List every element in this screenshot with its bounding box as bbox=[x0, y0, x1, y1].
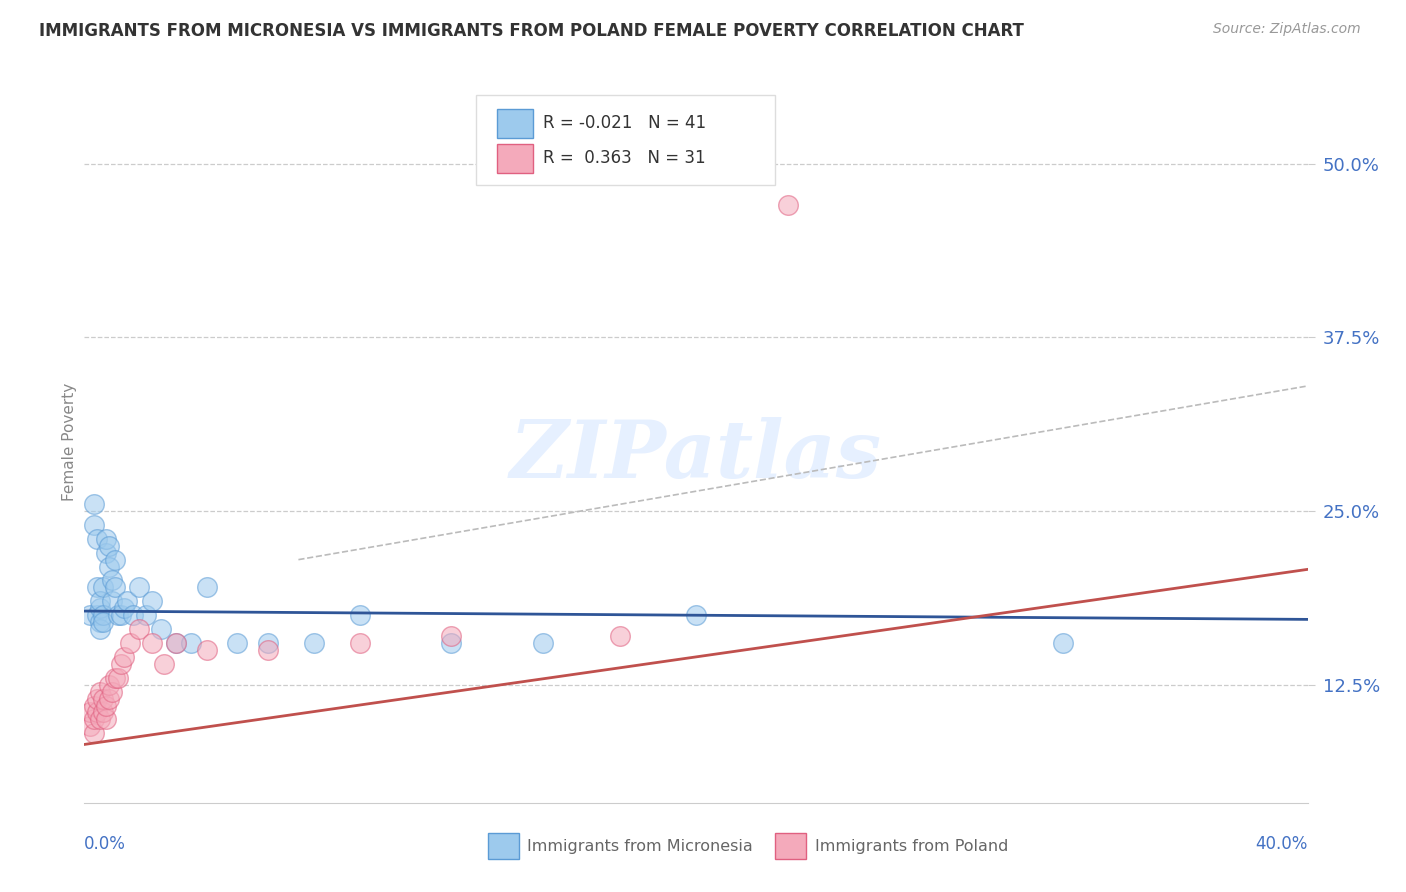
Point bbox=[128, 581, 150, 595]
FancyBboxPatch shape bbox=[776, 833, 806, 859]
Point bbox=[120, 636, 142, 650]
Point bbox=[104, 671, 127, 685]
Point bbox=[86, 608, 108, 623]
Point bbox=[94, 546, 117, 560]
Point bbox=[89, 684, 111, 698]
Point bbox=[141, 594, 163, 608]
Point bbox=[180, 636, 202, 650]
Point bbox=[107, 608, 129, 623]
Point bbox=[609, 629, 631, 643]
Point bbox=[89, 713, 111, 727]
Point bbox=[83, 698, 105, 713]
Point bbox=[79, 608, 101, 623]
Point bbox=[91, 615, 114, 630]
Point bbox=[89, 622, 111, 636]
Point bbox=[83, 713, 105, 727]
Text: Immigrants from Poland: Immigrants from Poland bbox=[814, 838, 1008, 854]
Point bbox=[149, 622, 172, 636]
Point bbox=[226, 636, 249, 650]
Point bbox=[104, 552, 127, 566]
Point bbox=[440, 636, 463, 650]
Point bbox=[141, 636, 163, 650]
Point bbox=[440, 629, 463, 643]
Point bbox=[531, 636, 554, 650]
Point bbox=[86, 706, 108, 720]
Point bbox=[101, 684, 124, 698]
Point bbox=[135, 608, 157, 623]
Point bbox=[115, 594, 138, 608]
Point bbox=[107, 671, 129, 685]
Text: 40.0%: 40.0% bbox=[1256, 835, 1308, 854]
Point bbox=[101, 594, 124, 608]
Point bbox=[112, 601, 135, 615]
Point bbox=[257, 643, 280, 657]
Point bbox=[776, 198, 799, 212]
Point bbox=[685, 608, 707, 623]
Point bbox=[86, 691, 108, 706]
Point bbox=[195, 581, 218, 595]
Point bbox=[165, 636, 187, 650]
Text: Source: ZipAtlas.com: Source: ZipAtlas.com bbox=[1213, 22, 1361, 37]
Text: IMMIGRANTS FROM MICRONESIA VS IMMIGRANTS FROM POLAND FEMALE POVERTY CORRELATION : IMMIGRANTS FROM MICRONESIA VS IMMIGRANTS… bbox=[39, 22, 1024, 40]
Point bbox=[302, 636, 325, 650]
Point bbox=[195, 643, 218, 657]
FancyBboxPatch shape bbox=[496, 144, 533, 173]
Point bbox=[349, 608, 371, 623]
Point bbox=[153, 657, 176, 671]
Point bbox=[94, 713, 117, 727]
Point bbox=[86, 581, 108, 595]
Point bbox=[97, 539, 120, 553]
Point bbox=[94, 698, 117, 713]
FancyBboxPatch shape bbox=[496, 109, 533, 137]
Point bbox=[97, 559, 120, 574]
Text: Immigrants from Micronesia: Immigrants from Micronesia bbox=[527, 838, 754, 854]
Point bbox=[86, 532, 108, 546]
Point bbox=[89, 601, 111, 615]
Point bbox=[79, 719, 101, 733]
Point bbox=[128, 622, 150, 636]
Point bbox=[83, 726, 105, 740]
Point bbox=[1052, 636, 1074, 650]
Text: R = -0.021   N = 41: R = -0.021 N = 41 bbox=[543, 114, 706, 132]
Point bbox=[89, 594, 111, 608]
Point bbox=[83, 517, 105, 532]
Text: R =  0.363   N = 31: R = 0.363 N = 31 bbox=[543, 149, 706, 167]
Point bbox=[257, 636, 280, 650]
Point bbox=[83, 497, 105, 511]
Point bbox=[91, 581, 114, 595]
Point bbox=[97, 678, 120, 692]
Text: ZIPatlas: ZIPatlas bbox=[510, 417, 882, 495]
Point bbox=[91, 608, 114, 623]
Point bbox=[165, 636, 187, 650]
Point bbox=[94, 532, 117, 546]
Point bbox=[91, 706, 114, 720]
Point bbox=[91, 691, 114, 706]
Point bbox=[79, 706, 101, 720]
Point bbox=[349, 636, 371, 650]
Point bbox=[110, 657, 132, 671]
FancyBboxPatch shape bbox=[475, 95, 776, 185]
Point bbox=[122, 608, 145, 623]
Point bbox=[97, 691, 120, 706]
Point bbox=[110, 608, 132, 623]
Point bbox=[89, 615, 111, 630]
Point bbox=[104, 581, 127, 595]
Text: 0.0%: 0.0% bbox=[84, 835, 127, 854]
FancyBboxPatch shape bbox=[488, 833, 519, 859]
Y-axis label: Female Poverty: Female Poverty bbox=[62, 383, 77, 500]
Point bbox=[101, 574, 124, 588]
Point bbox=[112, 649, 135, 664]
